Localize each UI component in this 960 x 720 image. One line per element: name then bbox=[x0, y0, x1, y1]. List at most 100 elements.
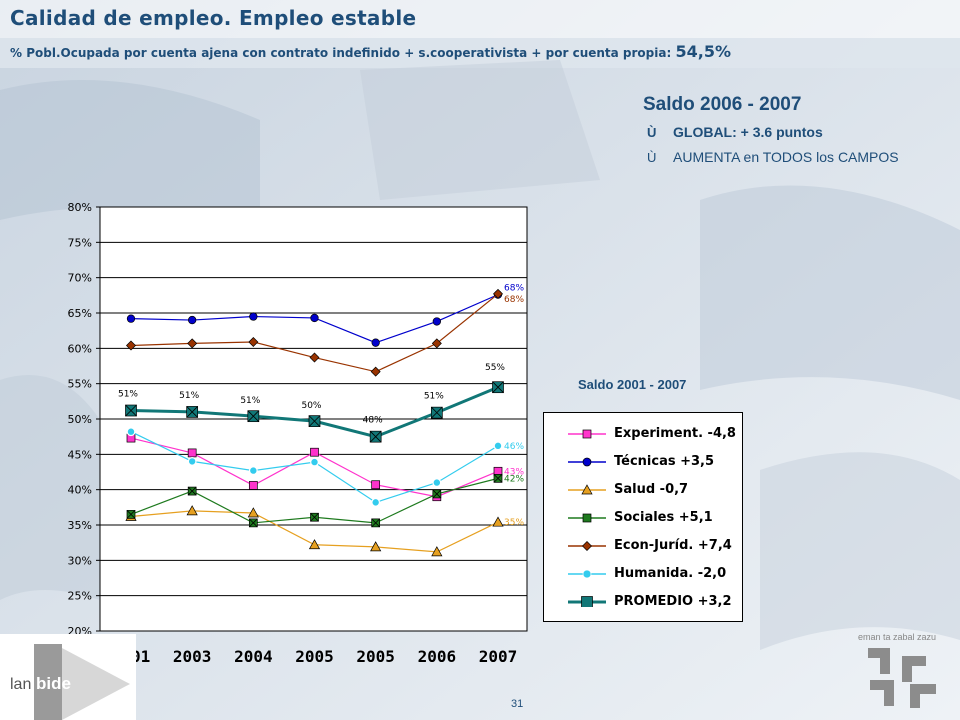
bullet-arrow-icon: Ù bbox=[647, 124, 657, 140]
data-label: 35% bbox=[504, 518, 524, 528]
legend-item: Técnicas +3,5 bbox=[568, 451, 714, 471]
data-point-s4 bbox=[309, 352, 320, 363]
y-tick-label: 35% bbox=[68, 519, 92, 532]
y-tick-label: 50% bbox=[68, 413, 92, 426]
saldo-summary-title: Saldo 2006 - 2007 bbox=[643, 94, 802, 115]
legend-label: Humanida. -2,0 bbox=[614, 565, 727, 581]
data-point-s4 bbox=[248, 336, 259, 347]
data-label: 51% bbox=[424, 392, 444, 402]
legend-swatch bbox=[568, 429, 606, 439]
bullet-arrow-icon: Ù bbox=[647, 149, 657, 165]
legend-label: Sociales +5,1 bbox=[614, 509, 713, 525]
legend-label: PROMEDIO +3,2 bbox=[614, 593, 732, 609]
data-point-s3-cross bbox=[187, 486, 197, 496]
data-point-s2 bbox=[431, 546, 443, 557]
data-point-s2 bbox=[186, 505, 198, 516]
saldo-bullet-global: Ù GLOBAL: + 3.6 puntos bbox=[647, 124, 899, 140]
saldo-bullet-campos: Ù AUMENTA en TODOS los CAMPOS bbox=[647, 149, 899, 165]
data-point-s3-cross bbox=[432, 489, 442, 499]
data-label: 42% bbox=[504, 474, 524, 484]
y-tick-label: 45% bbox=[68, 448, 92, 461]
legend-label: Salud -0,7 bbox=[614, 481, 689, 497]
y-tick-label: 30% bbox=[68, 554, 92, 567]
data-point-s1 bbox=[126, 314, 136, 323]
data-point-s0 bbox=[187, 448, 197, 458]
subtitle-text: % Pobl.Ocupada por cuenta ajena con cont… bbox=[10, 46, 672, 60]
data-point-s0 bbox=[248, 481, 258, 490]
legend-swatch bbox=[568, 596, 606, 607]
y-tick-label: 55% bbox=[68, 378, 92, 391]
y-tick-label: 75% bbox=[68, 236, 92, 249]
legend-label: Econ-Juríd. +7,4 bbox=[614, 537, 732, 553]
data-label: 51% bbox=[179, 391, 199, 401]
page-title: Calidad de empleo. Empleo estable bbox=[10, 6, 417, 30]
data-point-s5 bbox=[432, 478, 442, 488]
data-point-s5 bbox=[187, 457, 197, 466]
legend-label: Experiment. -4,8 bbox=[614, 425, 736, 441]
data-point-s2 bbox=[308, 539, 321, 550]
university-emblem bbox=[868, 648, 936, 708]
data-point-s1 bbox=[249, 312, 258, 321]
legend-item: Experiment. -4,8 bbox=[568, 423, 736, 443]
data-point-s4 bbox=[493, 288, 503, 299]
legend-item: Salud -0,7 bbox=[568, 479, 688, 499]
data-point-s2 bbox=[492, 516, 504, 527]
data-point-s6-cross bbox=[125, 404, 137, 417]
legend-label: Técnicas +3,5 bbox=[614, 453, 715, 469]
x-tick-label: 2006 bbox=[418, 647, 457, 666]
x-tick-label: 2005 bbox=[356, 647, 395, 666]
legend-swatch bbox=[568, 457, 606, 467]
data-point-s6-cross bbox=[308, 415, 321, 427]
x-tick-label: 2007 bbox=[479, 647, 518, 666]
data-label: 55% bbox=[485, 363, 505, 373]
data-point-s4 bbox=[370, 366, 381, 377]
data-point-s5 bbox=[248, 466, 258, 475]
legend-swatch bbox=[568, 569, 606, 579]
data-point-s3-cross bbox=[493, 474, 503, 483]
data-point-s1 bbox=[188, 315, 197, 325]
legend-item: PROMEDIO +3,2 bbox=[568, 591, 732, 611]
subtitle-value: 54,5% bbox=[675, 42, 731, 61]
data-point-s6-cross bbox=[247, 410, 260, 422]
data-point-s1 bbox=[432, 317, 441, 326]
legend-swatch bbox=[568, 484, 606, 495]
logo-text-lan: lan bbox=[10, 676, 32, 693]
data-point-s5 bbox=[493, 441, 503, 451]
data-point-s2 bbox=[370, 541, 382, 552]
data-point-s4 bbox=[431, 338, 442, 349]
data-point-s3-cross bbox=[371, 518, 380, 528]
chart-legend: Experiment. -4,8 Técnicas +3,5 Salud -0,7 S… bbox=[543, 412, 743, 622]
data-label: 50% bbox=[301, 401, 321, 411]
legend-item: Sociales +5,1 bbox=[568, 507, 713, 527]
y-tick-label: 80% bbox=[68, 201, 92, 214]
legend-swatch bbox=[568, 541, 606, 551]
y-tick-label: 70% bbox=[68, 272, 92, 285]
data-point-s6-cross bbox=[431, 406, 443, 419]
data-point-s1 bbox=[371, 338, 380, 347]
y-tick-label: 65% bbox=[68, 307, 92, 320]
y-tick-label: 40% bbox=[68, 484, 92, 497]
data-point-s0 bbox=[310, 447, 319, 457]
data-point-s6-cross bbox=[186, 406, 198, 418]
logo-text-bide: bide bbox=[36, 674, 71, 693]
data-label: 46% bbox=[504, 442, 524, 452]
page-subtitle: % Pobl.Ocupada por cuenta ajena con cont… bbox=[10, 42, 731, 61]
data-point-s6-cross bbox=[492, 381, 504, 393]
data-point-s2 bbox=[247, 507, 259, 518]
saldo-bullet-text: GLOBAL: + 3.6 puntos bbox=[673, 124, 823, 140]
page-number: 31 bbox=[511, 698, 524, 710]
saldo-summary: Saldo 2006 - 2007 Ù GLOBAL: + 3.6 puntos… bbox=[643, 94, 899, 174]
x-tick-label: 2004 bbox=[234, 647, 273, 666]
data-point-s3-cross bbox=[310, 512, 319, 522]
data-label: 43% bbox=[504, 467, 524, 477]
data-point-s5 bbox=[126, 427, 136, 437]
legend-item: Humanida. -2,0 bbox=[568, 563, 726, 583]
data-label: 68% bbox=[504, 284, 524, 294]
y-tick-label: 60% bbox=[68, 342, 92, 355]
data-label: 51% bbox=[118, 390, 138, 400]
saldo-bullet-text: AUMENTA en TODOS los CAMPOS bbox=[673, 149, 899, 165]
legend-title: Saldo 2001 - 2007 bbox=[578, 377, 687, 392]
university-brand-text: eman ta zabal zazu bbox=[858, 632, 937, 642]
data-point-s5 bbox=[371, 497, 381, 507]
